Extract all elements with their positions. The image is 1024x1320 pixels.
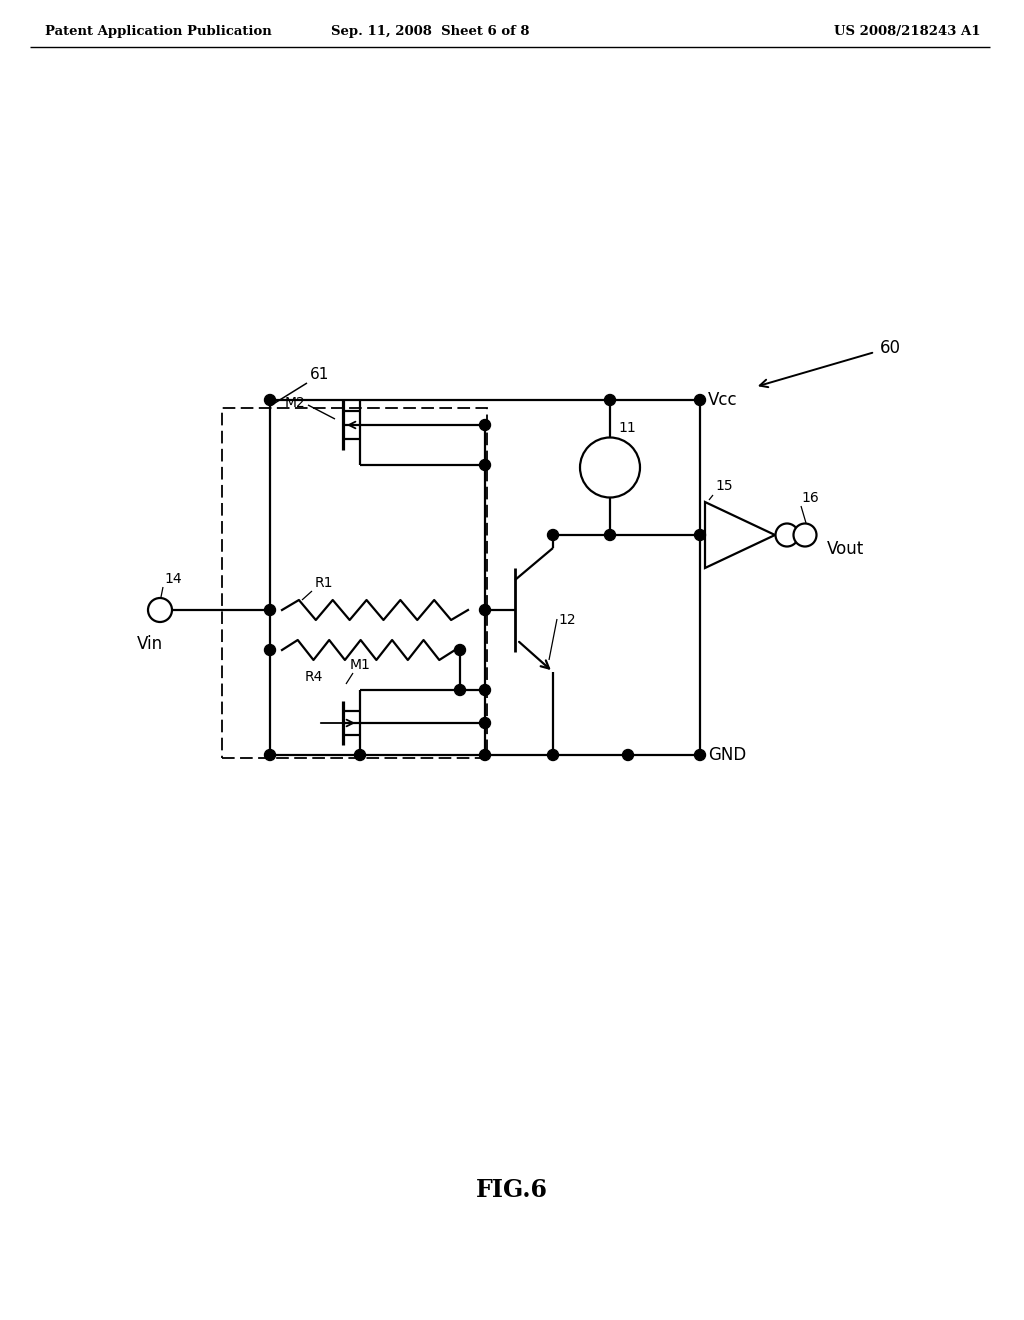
Circle shape [479,459,490,470]
Text: Vin: Vin [137,635,163,653]
Text: M2: M2 [285,396,305,411]
Text: 60: 60 [880,339,901,356]
Text: 61: 61 [310,367,330,381]
Text: 12: 12 [558,612,575,627]
Circle shape [775,524,799,546]
Circle shape [264,395,275,405]
Circle shape [694,395,706,405]
Circle shape [548,529,558,540]
Circle shape [580,437,640,498]
Circle shape [264,644,275,656]
Text: M1: M1 [350,657,371,672]
Circle shape [479,420,490,430]
Text: 11: 11 [618,421,636,434]
Circle shape [694,750,706,760]
Circle shape [148,598,172,622]
Circle shape [479,685,490,696]
Text: R4: R4 [305,671,324,684]
Circle shape [264,605,275,615]
Text: 15: 15 [715,479,732,492]
Circle shape [623,750,634,760]
Text: GND: GND [708,746,746,764]
Circle shape [548,750,558,760]
Text: FIG.6: FIG.6 [476,1177,548,1203]
Circle shape [694,529,706,540]
Text: Vout: Vout [827,540,864,558]
Circle shape [455,685,466,696]
Circle shape [264,750,275,760]
Text: Patent Application Publication: Patent Application Publication [45,25,271,38]
Text: US 2008/218243 A1: US 2008/218243 A1 [834,25,980,38]
Text: Vcc: Vcc [708,391,737,409]
Bar [222,408,487,758]
Circle shape [479,750,490,760]
Text: 16: 16 [801,491,819,506]
Circle shape [354,750,366,760]
Circle shape [455,644,466,656]
Circle shape [794,524,816,546]
Text: Sep. 11, 2008  Sheet 6 of 8: Sep. 11, 2008 Sheet 6 of 8 [331,25,529,38]
Circle shape [604,395,615,405]
Circle shape [604,529,615,540]
Text: R1: R1 [315,576,334,590]
Circle shape [479,605,490,615]
Circle shape [479,718,490,729]
Text: 14: 14 [164,572,181,586]
